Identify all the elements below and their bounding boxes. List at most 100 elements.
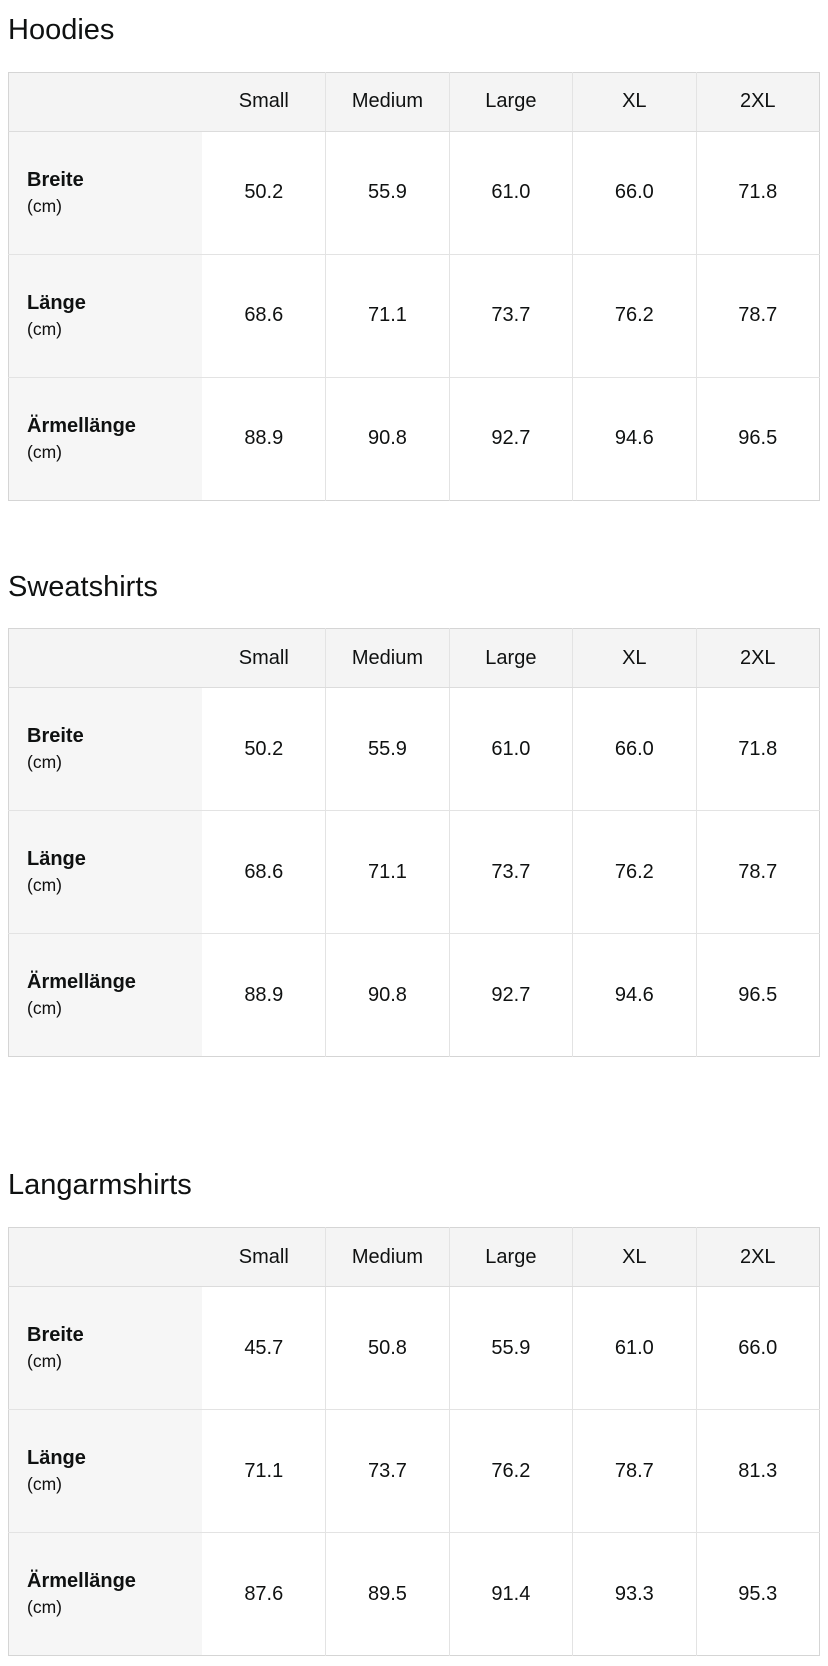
value-cell: 81.3 xyxy=(695,1409,820,1533)
row-label-cell: Breite (cm) xyxy=(8,131,203,255)
value-cell: 93.3 xyxy=(572,1532,697,1656)
row-label: Länge xyxy=(27,1446,86,1469)
size-section-langarmshirts: Langarmshirts Small Medium Large XL 2XL xyxy=(8,1057,820,1657)
row-label: Ärmellänge xyxy=(27,414,136,437)
value-cell: 68.6 xyxy=(202,253,326,378)
table-row-laenge: Länge (cm) 68.6 71.1 73.7 76.2 78.7 xyxy=(8,253,820,378)
column-header-medium: Medium xyxy=(325,1227,450,1288)
value-cell: 71.1 xyxy=(325,810,450,934)
row-label-cell: Ärmellänge (cm) xyxy=(8,1532,203,1656)
table-row-breite: Breite (cm) 50.2 55.9 61.0 66.0 71.8 xyxy=(8,687,820,811)
value-cell: 55.9 xyxy=(448,1286,573,1410)
corner-cell xyxy=(8,628,203,689)
row-unit: (cm) xyxy=(27,875,62,896)
value-cell: 61.0 xyxy=(448,687,573,811)
value-cell: 73.7 xyxy=(325,1409,450,1533)
row-label-cell: Länge (cm) xyxy=(8,253,203,378)
value-cell: 71.8 xyxy=(695,131,820,255)
row-label: Breite xyxy=(27,725,84,748)
value-cell: 61.0 xyxy=(448,131,573,255)
value-cell: 90.8 xyxy=(325,933,450,1057)
table-row-breite: Breite (cm) 50.2 55.9 61.0 66.0 71.8 xyxy=(8,131,820,255)
value-cell: 78.7 xyxy=(695,253,820,378)
value-cell: 90.8 xyxy=(325,376,450,501)
value-cell: 96.5 xyxy=(695,933,820,1057)
row-label: Ärmellänge xyxy=(27,1569,136,1592)
value-cell: 78.7 xyxy=(695,810,820,934)
value-cell: 91.4 xyxy=(448,1532,573,1656)
section-title-hoodies: Hoodies xyxy=(8,14,115,46)
table-row-aermellaenge: Ärmellänge (cm) 87.6 89.5 91.4 93.3 95.3 xyxy=(8,1532,820,1656)
row-label: Breite xyxy=(27,168,84,191)
table-header-row: Small Medium Large XL 2XL xyxy=(8,72,820,132)
table-header-row: Small Medium Large XL 2XL xyxy=(8,628,820,689)
column-header-2xl: 2XL xyxy=(695,1227,820,1288)
column-header-medium: Medium xyxy=(325,628,450,689)
size-table-hoodies: Small Medium Large XL 2XL Breite (cm) 50… xyxy=(8,71,820,501)
row-unit: (cm) xyxy=(27,1350,62,1371)
column-header-small: Small xyxy=(202,628,326,689)
column-header-small: Small xyxy=(202,72,326,132)
section-title-sweatshirts: Sweatshirts xyxy=(8,570,158,603)
value-cell: 68.6 xyxy=(202,810,326,934)
row-label-cell: Ärmellänge (cm) xyxy=(8,933,203,1057)
value-cell: 73.7 xyxy=(448,810,573,934)
value-cell: 92.7 xyxy=(448,376,573,501)
column-header-2xl: 2XL xyxy=(695,628,820,689)
value-cell: 94.6 xyxy=(572,376,697,501)
row-unit: (cm) xyxy=(27,752,62,773)
row-unit: (cm) xyxy=(27,441,62,462)
value-cell: 92.7 xyxy=(448,933,573,1057)
size-section-sweatshirts: Sweatshirts Small Medium Large XL 2XL Br xyxy=(8,501,820,1058)
row-label-cell: Breite (cm) xyxy=(8,1286,203,1410)
size-table-sweatshirts: Small Medium Large XL 2XL Breite (cm) 50… xyxy=(8,628,820,1058)
value-cell: 55.9 xyxy=(325,131,450,255)
value-cell: 66.0 xyxy=(695,1286,820,1410)
value-cell: 96.5 xyxy=(695,376,820,501)
value-cell: 88.9 xyxy=(202,376,326,501)
row-label: Länge xyxy=(27,848,86,871)
value-cell: 76.2 xyxy=(572,810,697,934)
corner-cell xyxy=(8,1227,203,1288)
value-cell: 76.2 xyxy=(572,253,697,378)
value-cell: 50.2 xyxy=(202,131,326,255)
column-header-medium: Medium xyxy=(325,72,450,132)
row-label-cell: Ärmellänge (cm) xyxy=(8,376,203,501)
value-cell: 50.8 xyxy=(325,1286,450,1410)
value-cell: 89.5 xyxy=(325,1532,450,1656)
column-header-xl: XL xyxy=(572,1227,697,1288)
value-cell: 61.0 xyxy=(572,1286,697,1410)
table-header-row: Small Medium Large XL 2XL xyxy=(8,1227,820,1288)
value-cell: 76.2 xyxy=(448,1409,573,1533)
size-table-langarmshirts: Small Medium Large XL 2XL Breite (cm) 45… xyxy=(8,1227,820,1657)
value-cell: 71.1 xyxy=(325,253,450,378)
value-cell: 88.9 xyxy=(202,933,326,1057)
column-header-2xl: 2XL xyxy=(695,72,820,132)
value-cell: 45.7 xyxy=(202,1286,326,1410)
row-label: Länge xyxy=(27,291,86,314)
value-cell: 78.7 xyxy=(572,1409,697,1533)
row-unit: (cm) xyxy=(27,318,62,339)
value-cell: 55.9 xyxy=(325,687,450,811)
row-unit: (cm) xyxy=(27,195,62,216)
table-row-laenge: Länge (cm) 68.6 71.1 73.7 76.2 78.7 xyxy=(8,810,820,934)
value-cell: 87.6 xyxy=(202,1532,326,1656)
table-row-laenge: Länge (cm) 71.1 73.7 76.2 78.7 81.3 xyxy=(8,1409,820,1533)
value-cell: 94.6 xyxy=(572,933,697,1057)
column-header-xl: XL xyxy=(572,628,697,689)
value-cell: 73.7 xyxy=(448,253,573,378)
row-label: Ärmellänge xyxy=(27,971,136,994)
row-label-cell: Länge (cm) xyxy=(8,810,203,934)
table-row-breite: Breite (cm) 45.7 50.8 55.9 61.0 66.0 xyxy=(8,1286,820,1410)
value-cell: 50.2 xyxy=(202,687,326,811)
row-unit: (cm) xyxy=(27,1473,62,1494)
row-label-cell: Breite (cm) xyxy=(8,687,203,811)
value-cell: 66.0 xyxy=(572,131,697,255)
column-header-small: Small xyxy=(202,1227,326,1288)
table-row-aermellaenge: Ärmellänge (cm) 88.9 90.8 92.7 94.6 96.5 xyxy=(8,376,820,501)
value-cell: 71.8 xyxy=(695,687,820,811)
value-cell: 66.0 xyxy=(572,687,697,811)
row-unit: (cm) xyxy=(27,998,62,1019)
row-label-cell: Länge (cm) xyxy=(8,1409,203,1533)
